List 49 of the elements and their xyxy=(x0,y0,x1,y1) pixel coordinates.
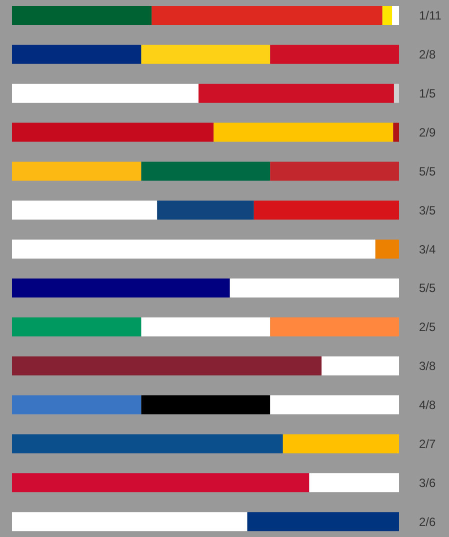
bar xyxy=(393,122,399,142)
bar xyxy=(270,162,399,181)
bar xyxy=(152,6,382,25)
bar xyxy=(270,317,399,336)
bar xyxy=(12,84,199,103)
y-tick-label: 1/11 xyxy=(419,8,442,23)
bar xyxy=(12,44,142,64)
y-tick-label: 2/7 xyxy=(419,436,436,451)
bar xyxy=(392,6,399,25)
bar xyxy=(12,278,230,298)
bar xyxy=(214,122,394,142)
bar xyxy=(375,240,399,259)
y-tick-label: 3/4 xyxy=(419,242,436,256)
y-tick-label: 5/5 xyxy=(419,281,436,296)
bar xyxy=(12,317,142,336)
bar xyxy=(141,395,270,414)
y-tick-label: 3/5 xyxy=(419,203,436,218)
bar xyxy=(394,84,399,103)
bar xyxy=(12,512,248,532)
bar xyxy=(282,434,399,454)
y-tick-label: 4/8 xyxy=(419,398,436,412)
bar xyxy=(12,122,214,142)
y-tick-label: 3/8 xyxy=(419,359,436,374)
y-tick-label: 2/5 xyxy=(419,320,436,334)
bar xyxy=(270,44,399,64)
bar xyxy=(322,356,399,376)
bar xyxy=(12,434,283,454)
bar xyxy=(230,278,399,298)
bar xyxy=(12,356,322,376)
y-tick-label: 2/8 xyxy=(419,48,436,62)
y-tick-label: 3/6 xyxy=(419,476,436,490)
bar xyxy=(247,512,399,532)
bar xyxy=(309,473,399,492)
bar xyxy=(141,317,270,336)
y-tick-label: 2/6 xyxy=(419,514,436,529)
bar xyxy=(12,395,142,414)
bar xyxy=(12,473,310,492)
bar xyxy=(141,162,270,181)
y-tick-label: 5/5 xyxy=(419,164,436,178)
bar xyxy=(12,240,376,259)
bar xyxy=(12,162,142,181)
bar xyxy=(12,6,152,25)
bar xyxy=(157,200,254,220)
bar xyxy=(141,44,270,64)
y-tick-label: 2/9 xyxy=(419,126,436,140)
bar xyxy=(12,200,158,220)
bar xyxy=(382,6,392,25)
y-tick-label: 1/5 xyxy=(419,86,436,101)
bar xyxy=(254,200,399,220)
